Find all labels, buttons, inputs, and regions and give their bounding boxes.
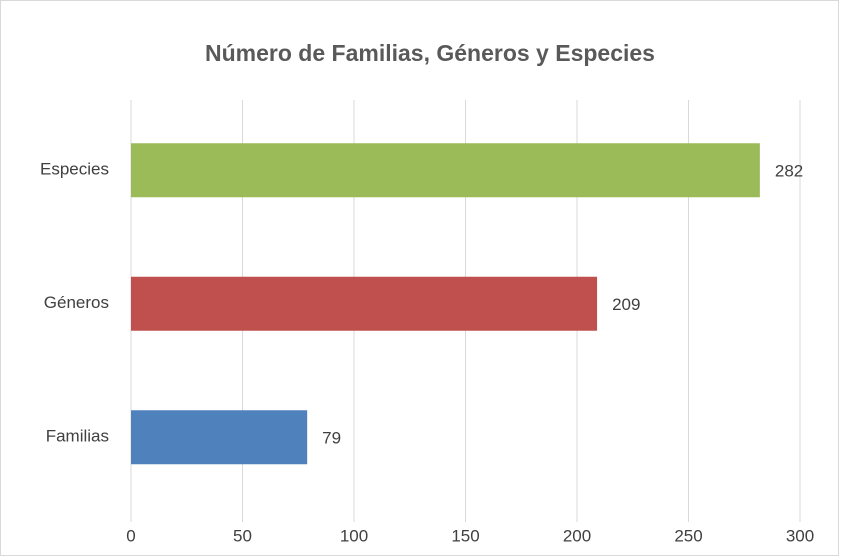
x-tick-label: 100 bbox=[340, 526, 368, 545]
data-label: 79 bbox=[322, 429, 341, 448]
data-label: 282 bbox=[775, 162, 803, 181]
y-tick-label: Familias bbox=[46, 427, 109, 446]
chart-title: Número de Familias, Géneros y Especies bbox=[205, 40, 655, 66]
bar bbox=[131, 410, 308, 465]
x-tick-label: 200 bbox=[563, 526, 591, 545]
x-tick-label: 0 bbox=[126, 526, 135, 545]
y-tick-label: Especies bbox=[40, 160, 109, 179]
x-tick-label: 50 bbox=[233, 526, 252, 545]
y-tick-label: Géneros bbox=[44, 293, 109, 312]
x-tick-label: 150 bbox=[451, 526, 479, 545]
x-tick-label: 300 bbox=[786, 526, 814, 545]
bar bbox=[131, 143, 760, 198]
x-tick-label: 250 bbox=[674, 526, 702, 545]
data-label: 209 bbox=[612, 295, 640, 314]
bar bbox=[131, 276, 598, 331]
